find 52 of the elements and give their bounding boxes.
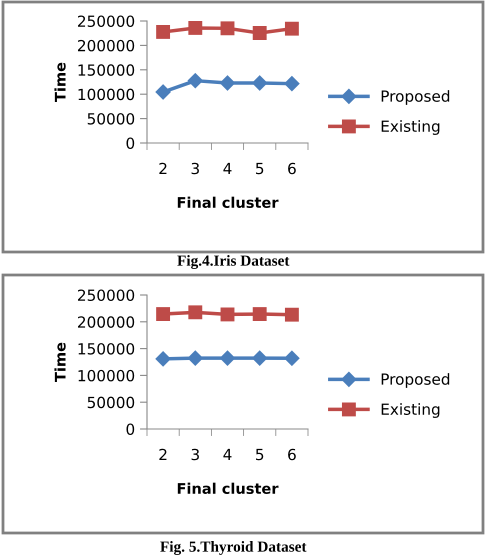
point xyxy=(220,21,234,36)
y-tick-label: 50000 xyxy=(88,396,134,408)
y-tick-label: 50000 xyxy=(88,113,134,125)
x-tick-label: 6 xyxy=(288,448,296,460)
y-tick-label: 200000 xyxy=(78,40,134,52)
x-axis-title: Final cluster xyxy=(178,196,278,208)
x-tick-label: 4 xyxy=(223,162,232,174)
point xyxy=(156,307,170,321)
legend-label: Proposed xyxy=(382,373,450,388)
point xyxy=(284,350,300,366)
x-tick-label: 5 xyxy=(256,162,264,174)
y-tick-label: 100000 xyxy=(78,88,134,100)
y-tick-label: 150000 xyxy=(78,64,134,76)
point xyxy=(220,307,234,322)
y-tick-label: 250000 xyxy=(78,289,134,302)
point xyxy=(188,305,202,320)
caption: Fig.4.Iris Dataset xyxy=(177,255,290,269)
point xyxy=(156,351,171,366)
point xyxy=(252,350,268,366)
point xyxy=(188,73,203,88)
x-axis-title: Final cluster xyxy=(178,482,278,494)
point xyxy=(252,307,267,321)
y-tick-label: 100000 xyxy=(78,370,134,382)
point xyxy=(220,75,236,91)
y-tick-label: 250000 xyxy=(78,15,134,28)
point xyxy=(156,84,171,100)
y-tick-label: 200000 xyxy=(78,316,134,328)
x-tick-label: 3 xyxy=(192,162,199,174)
y-tick-label: 150000 xyxy=(78,343,134,355)
x-tick-label: 2 xyxy=(159,448,166,460)
legend-label: Existing xyxy=(382,120,440,135)
caption: Fig. 5.Thyroid Dataset xyxy=(160,541,306,555)
point xyxy=(252,75,268,91)
x-tick-label: 5 xyxy=(256,448,264,460)
legend-label: Existing xyxy=(382,403,440,418)
x-tick-label: 2 xyxy=(159,162,166,174)
y-tick-label: 0 xyxy=(126,423,134,436)
point xyxy=(252,26,267,40)
x-tick-label: 4 xyxy=(223,448,232,460)
y-tick-label: 0 xyxy=(126,137,134,150)
y-axis-title: Time xyxy=(54,62,66,102)
point xyxy=(284,308,299,322)
point xyxy=(188,21,202,35)
y-axis-title: Time xyxy=(54,342,66,382)
point xyxy=(156,25,170,39)
point xyxy=(284,76,300,92)
point xyxy=(188,350,203,366)
point xyxy=(220,350,236,366)
x-tick-label: 3 xyxy=(192,448,199,460)
point xyxy=(284,22,299,36)
x-tick-label: 6 xyxy=(288,162,296,174)
legend-label: Proposed xyxy=(382,90,450,105)
